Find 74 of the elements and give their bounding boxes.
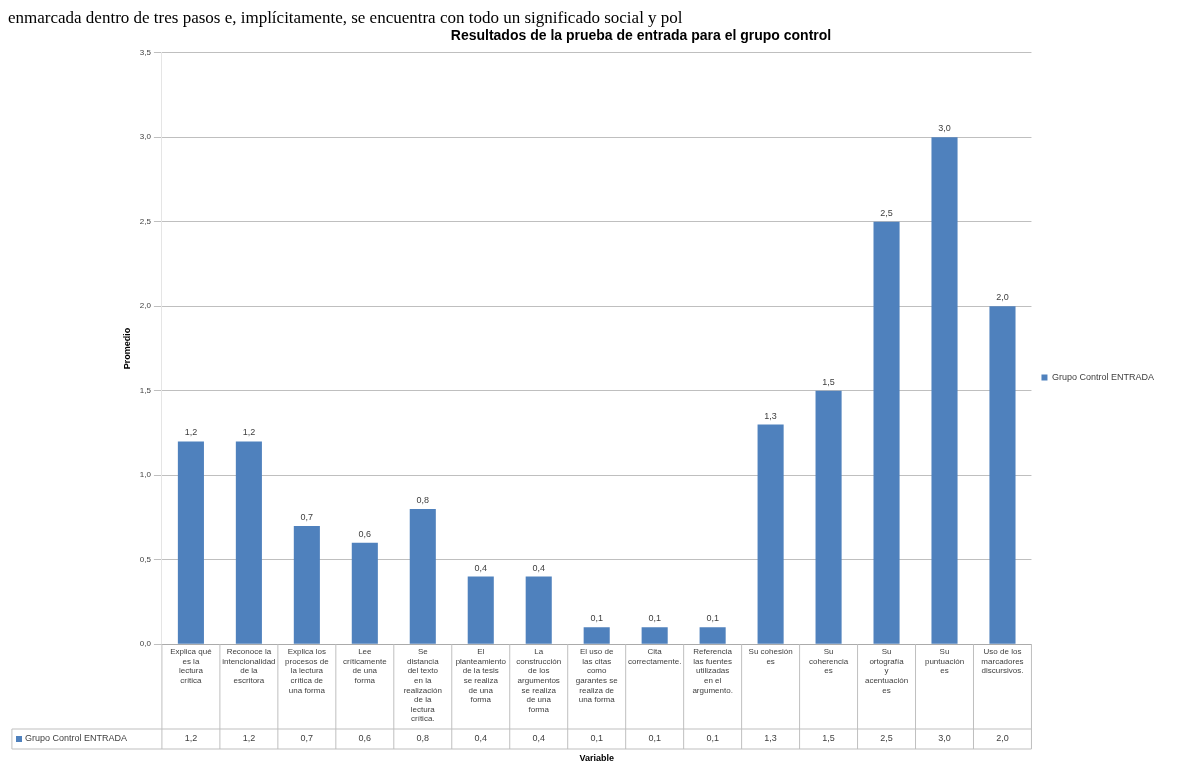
- x-tick-label: La construcción de los argumentos se realiza de una forma: [516, 647, 562, 714]
- bar: [351, 542, 378, 644]
- x-tick-label: Cita correctamente.: [627, 647, 682, 666]
- data-label: 0,1: [706, 733, 719, 744]
- bar: [989, 306, 1016, 644]
- text: 2,0: [996, 292, 1009, 303]
- text: Grupo Control ENTRADA: [24, 733, 127, 744]
- x-tick-label: Uso de los marcadores discursivos.: [981, 647, 1024, 676]
- text: 2,5: [880, 207, 893, 218]
- data-label: 1,3: [764, 733, 777, 744]
- data-label: 1,2: [184, 733, 198, 744]
- y-tick-label: 0,5: [139, 554, 152, 564]
- x-tick-label: Se distancia del texto en la realización de la lectura crítica.: [403, 647, 442, 724]
- x-tick-label: Reconoce la intencionalidad de la escritora: [222, 647, 276, 685]
- x-tick-label: El uso de las citas como garantes se realiza de una forma: [575, 647, 619, 705]
- y-tick-label: 2,5: [139, 216, 152, 226]
- y-tick-label: 2,0: [139, 301, 152, 311]
- data-label: 0,4: [474, 733, 488, 744]
- data-label: 2,0: [996, 733, 1009, 744]
- data-label: 0,1: [590, 733, 603, 744]
- chart-title: Resultados de la prueba de entrada para el grupo control: [450, 27, 832, 44]
- text: 0,8: [416, 495, 430, 506]
- bar: [873, 221, 900, 644]
- text: 0,6: [358, 528, 372, 539]
- x-tick-label: Su puntuación es: [924, 647, 965, 676]
- x-tick-label: Lee críticamente de una forma: [343, 647, 388, 685]
- bar: [467, 576, 494, 644]
- text: 0,1: [706, 613, 719, 624]
- y-axis-title: Promedio: [121, 327, 132, 370]
- y-tick-label: 3,0: [139, 132, 152, 142]
- y-tick-label: 0,0: [139, 639, 152, 649]
- text: 0,1: [648, 613, 661, 624]
- x-axis-title: Variable: [579, 753, 614, 764]
- text: enmarcada dentro de tres pasos e, implícitamente, se encuentra con todo un significado social y pol: [8, 8, 684, 28]
- text: 1,3: [764, 410, 777, 421]
- data-label: 3,0: [938, 733, 951, 744]
- bar: [699, 627, 726, 644]
- text: 3,0: [938, 123, 951, 134]
- x-tick-label: Su ortografía y acentuación es: [864, 647, 909, 695]
- data-label: 0,8: [416, 733, 430, 744]
- data-label: 0,1: [648, 733, 661, 744]
- bar: [293, 525, 320, 644]
- bar: [931, 137, 958, 644]
- x-tick-label: El planteamiento de la tesis se realiza de una forma: [455, 647, 507, 705]
- text: 0,7: [300, 511, 314, 522]
- text: 0,4: [474, 562, 488, 573]
- data-label: 0,6: [358, 733, 372, 744]
- x-tick-label: Explica los procesos de la lectura crítica de una forma: [285, 647, 330, 695]
- bar: [409, 509, 436, 644]
- y-tick-label: 3,5: [139, 48, 152, 57]
- legend-label: Grupo Control ENTRADA: [1051, 371, 1155, 382]
- bar: [177, 441, 204, 644]
- data-label: 1,5: [822, 733, 835, 744]
- text: 0,1: [590, 613, 603, 624]
- bar: [757, 424, 784, 644]
- text: 1,2: [242, 427, 256, 438]
- x-tick-label: Su cohesión es: [748, 647, 793, 666]
- data-label: 1,2: [242, 733, 256, 744]
- y-tick-label: 1,0: [139, 470, 152, 480]
- text: 0,4: [532, 562, 545, 573]
- x-tick-label: Su coherencia es: [809, 647, 849, 676]
- x-tick-label: Explica qué es la lectura crítica: [170, 647, 213, 685]
- data-label: 0,7: [300, 733, 314, 744]
- data-label: 2,5: [880, 733, 893, 744]
- bar: [235, 441, 262, 644]
- text: 1,5: [822, 376, 835, 387]
- bar: [525, 576, 552, 644]
- data-label: 0,4: [532, 733, 545, 744]
- x-tick-label: Referencia las fuentes utilizadas en el argumento.: [692, 647, 733, 695]
- y-tick-label: 1,5: [139, 385, 152, 395]
- bar: [641, 627, 668, 644]
- bar: [815, 390, 842, 644]
- text: 1,2: [184, 427, 198, 438]
- bar: [583, 627, 610, 644]
